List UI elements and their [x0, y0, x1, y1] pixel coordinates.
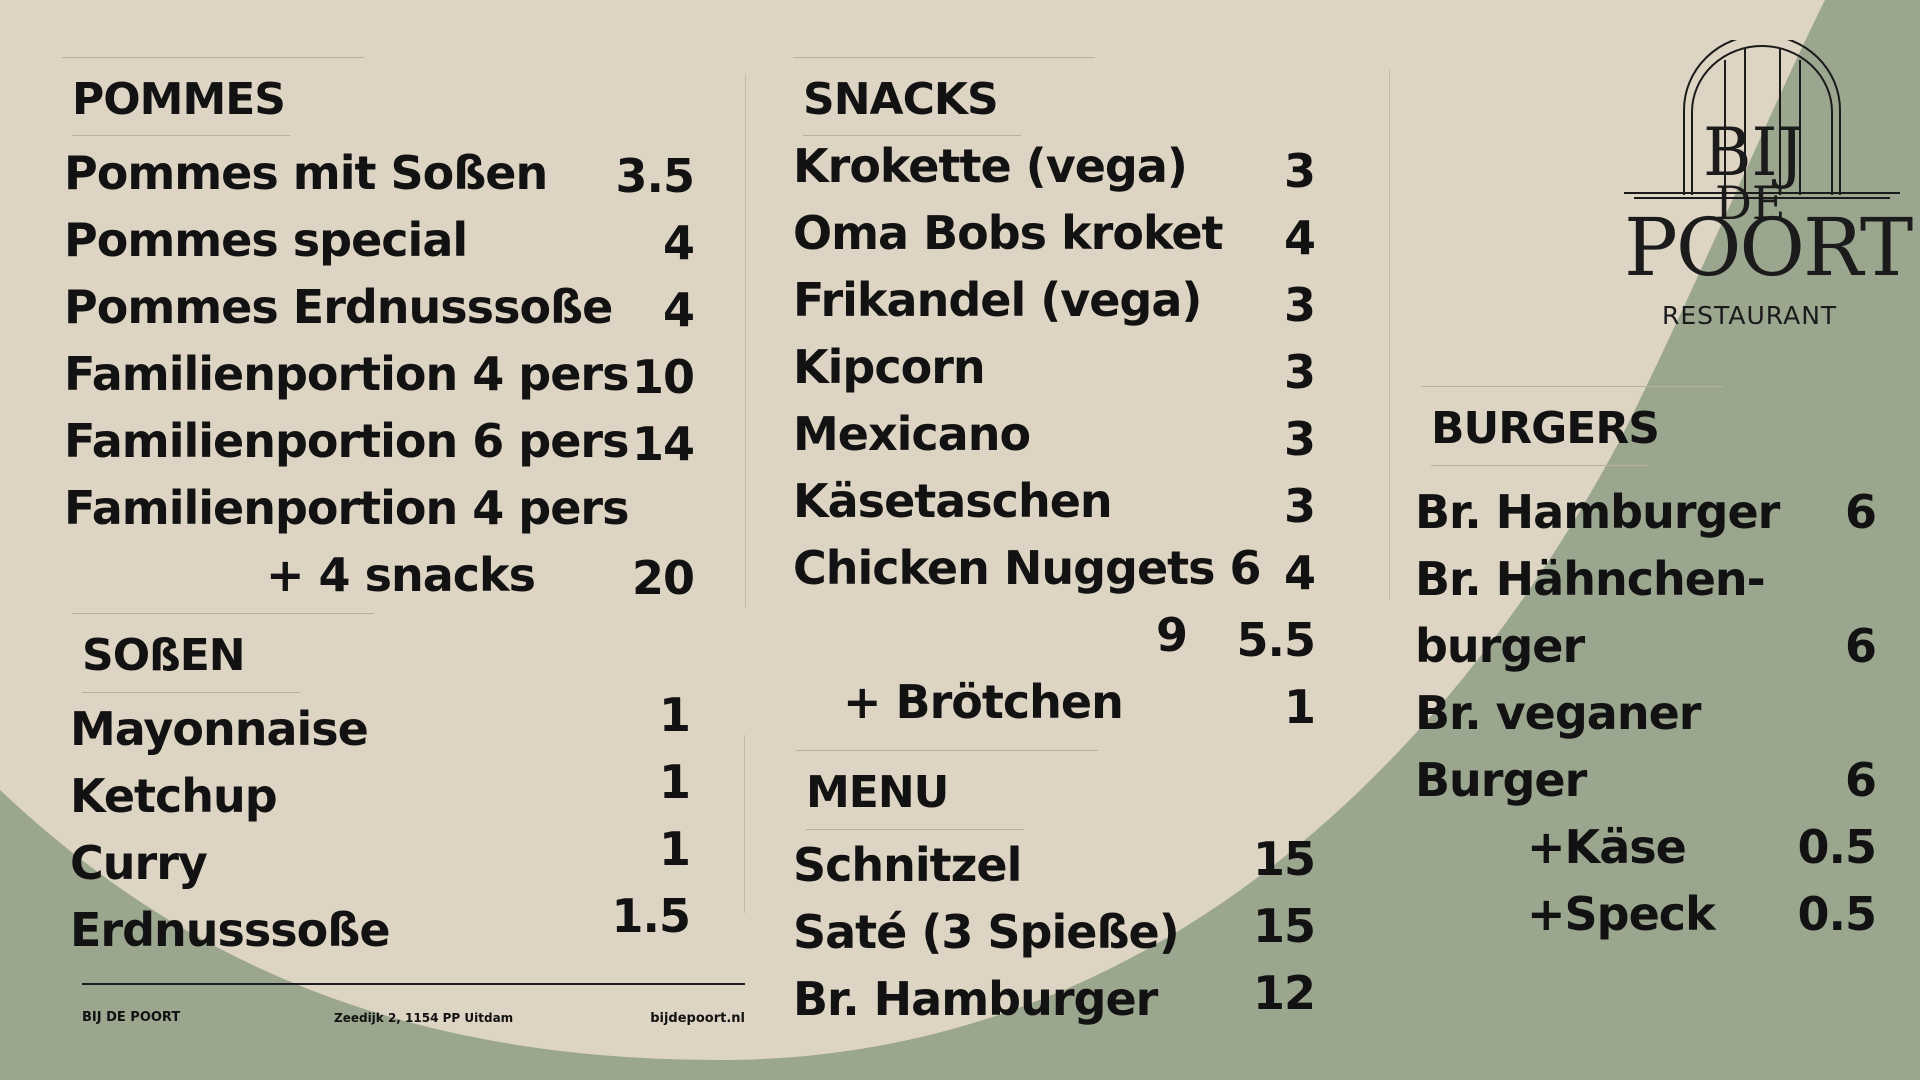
- menu-item-name: + 4 snacks: [266, 548, 536, 602]
- column-divider: [744, 735, 745, 913]
- menu-item-name: Erdnusssoße: [70, 903, 391, 957]
- menu-item-name: Familienportion 4 pers: [64, 347, 629, 401]
- column-divider: [1389, 70, 1390, 600]
- menu-item-name: Frikandel (vega): [793, 273, 1202, 327]
- menu-item-name: Krokette (vega): [793, 139, 1188, 193]
- sossen-title: SOßEN: [82, 630, 246, 681]
- menu-item-price: 1.5: [611, 889, 691, 943]
- menu-item-name: +Käse: [1527, 820, 1687, 874]
- menu-item-price: 12: [1252, 966, 1316, 1020]
- menu-item-name: Kipcorn: [793, 340, 986, 394]
- menu-item-price: 4: [1283, 211, 1316, 265]
- menu-header-bottom-line: [806, 829, 1024, 830]
- snacks-title: SNACKS: [803, 74, 999, 125]
- menu-item-price: 4: [662, 216, 695, 270]
- menu-item-price: 6: [1844, 619, 1877, 673]
- menu-item-price: 1: [658, 688, 691, 742]
- menu-item-name: Curry: [70, 836, 208, 890]
- menu-item-price: 14: [631, 417, 695, 471]
- menu-item-price: 10: [631, 350, 695, 404]
- pommes-title: POMMES: [72, 74, 286, 125]
- menu-item-name: +Speck: [1527, 887, 1716, 941]
- menu-item-price: 4: [1283, 546, 1316, 600]
- snacks-header-top-line: [793, 57, 1095, 58]
- menu-item-name: Pommes Erdnusssoße: [64, 280, 613, 334]
- burgers-header-bottom-line: [1431, 465, 1649, 466]
- menu-title: MENU: [806, 767, 949, 818]
- footer-address: Zeedijk 2, 1154 PP Uitdam: [334, 1011, 514, 1025]
- menu-item-name: Saté (3 Spieße): [793, 905, 1180, 959]
- logo-text: BIJ: [1703, 114, 1805, 191]
- footer-divider: [82, 983, 745, 985]
- menu-item-name: 9: [1155, 608, 1188, 662]
- footer-website: bijdepoort.nl: [650, 1011, 745, 1026]
- column-divider: [745, 75, 746, 608]
- menu-item-name: Käsetaschen: [793, 474, 1113, 528]
- menu-item-price: 1: [658, 755, 691, 809]
- menu-item-price: 0.5: [1797, 887, 1877, 941]
- menu-item-price: 20: [631, 551, 695, 605]
- menu-item-price: 1: [1283, 680, 1316, 734]
- pommes-header-top-line: [62, 57, 364, 58]
- pommes-header-bottom-line: [72, 135, 290, 136]
- menu-item-price: 3: [1283, 479, 1316, 533]
- menu-item-name: Br. Hamburger: [1415, 485, 1780, 539]
- menu-item-price: 5.5: [1236, 613, 1316, 667]
- menu-item-name: Pommes mit Soßen: [64, 146, 548, 200]
- menu-item-name: Br. Hamburger: [793, 972, 1158, 1026]
- menu-item-name: Schnitzel: [793, 838, 1022, 892]
- menu-item-name: Ketchup: [70, 769, 278, 823]
- menu-item-price: 4: [662, 283, 695, 337]
- logo-text: POORT: [1624, 201, 1913, 294]
- menu-item-name: burger: [1415, 619, 1585, 673]
- menu-item-name: Mayonnaise: [70, 702, 369, 756]
- menu-item-name: Pommes special: [64, 213, 468, 267]
- restaurant-logo-gate-icon: [1624, 40, 1900, 199]
- menu-item-price: 0.5: [1797, 820, 1877, 874]
- menu-item-name: Oma Bobs kroket: [793, 206, 1224, 260]
- menu-item-price: 1: [658, 822, 691, 876]
- burgers-title: BURGERS: [1431, 403, 1660, 454]
- menu-item-price: 3: [1283, 144, 1316, 198]
- menu-item-name: Burger: [1415, 753, 1587, 807]
- menu-item-name: Br. veganer: [1415, 686, 1701, 740]
- snacks-header-bottom-line: [803, 135, 1021, 136]
- menu-item-price: 3: [1283, 412, 1316, 466]
- logo-text: DE: [1715, 176, 1786, 230]
- menu-item-price: 15: [1252, 899, 1316, 953]
- sossen-header-bottom-line: [82, 692, 300, 693]
- menu-item-price: 6: [1844, 753, 1877, 807]
- footer-name: BIJ DE POORT: [82, 1010, 181, 1025]
- menu-item-price: 15: [1252, 832, 1316, 886]
- menu-item-name: Br. Hähnchen-: [1415, 552, 1766, 606]
- menu-item-price: 6: [1844, 485, 1877, 539]
- menu-item-price: 3.5: [615, 149, 695, 203]
- menu-header-top-line: [796, 750, 1098, 751]
- menu-item-name: Mexicano: [793, 407, 1031, 461]
- burgers-header-top-line: [1421, 386, 1723, 387]
- menu-item-name: Familienportion 4 pers: [64, 481, 629, 535]
- logo-subtitle: RESTAURANT: [1662, 301, 1838, 330]
- sossen-header-top-line: [72, 613, 374, 614]
- menu-item-name: Familienportion 6 pers: [64, 414, 629, 468]
- menu-item-price: 3: [1283, 278, 1316, 332]
- menu-item-name: + Brötchen: [843, 675, 1124, 729]
- menu-item-price: 3: [1283, 345, 1316, 399]
- menu-item-name: Chicken Nuggets 6: [793, 541, 1262, 595]
